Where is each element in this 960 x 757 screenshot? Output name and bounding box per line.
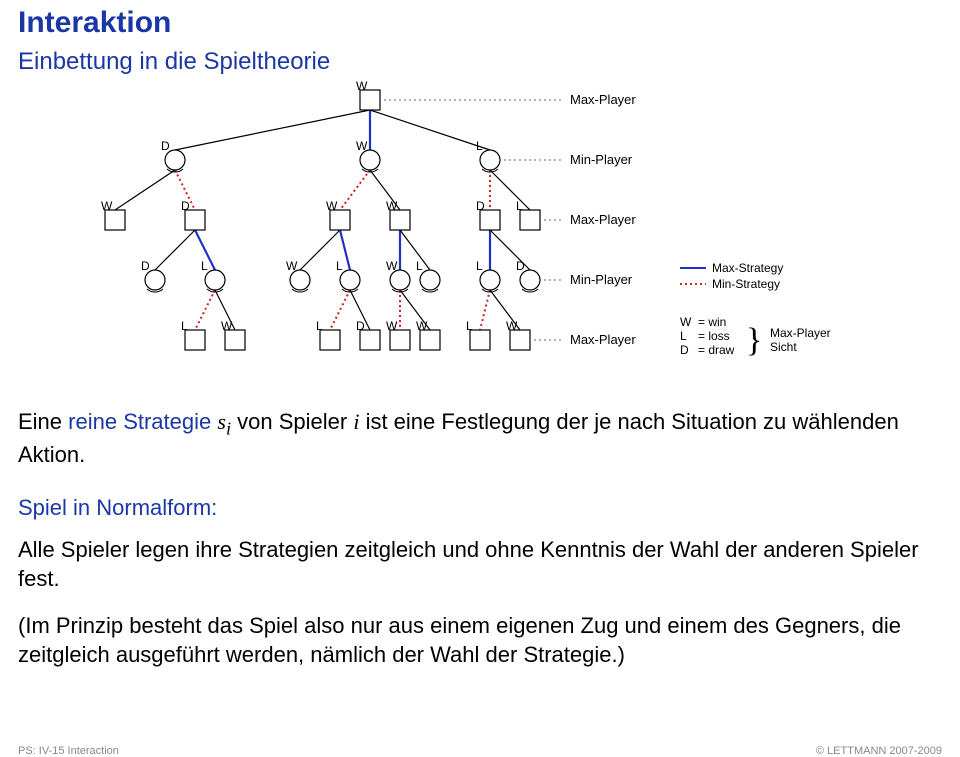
svg-text:L: L bbox=[336, 259, 343, 273]
svg-text:D: D bbox=[141, 259, 150, 273]
svg-text:Max-Player: Max-Player bbox=[570, 332, 636, 347]
svg-text:L: L bbox=[201, 259, 208, 273]
svg-text:D: D bbox=[161, 139, 170, 153]
svg-text:L: L bbox=[181, 319, 188, 333]
svg-text:L: L bbox=[516, 199, 523, 213]
svg-text:W: W bbox=[356, 79, 368, 93]
svg-text:Max-Player: Max-Player bbox=[770, 326, 831, 340]
svg-text:D: D bbox=[356, 319, 365, 333]
paragraph-strategy: Eine reine Strategie si von Spieler i is… bbox=[18, 408, 938, 470]
svg-text:Max-Player: Max-Player bbox=[570, 212, 636, 227]
svg-text:W: W bbox=[221, 319, 233, 333]
svg-text:W: W bbox=[680, 315, 692, 329]
svg-text:D: D bbox=[680, 343, 689, 357]
paragraph-normalform-body: Alle Spieler legen ihre Strategien zeitg… bbox=[18, 536, 938, 593]
svg-text:L: L bbox=[680, 329, 687, 343]
p1-hl: reine Strategie bbox=[68, 409, 211, 434]
svg-text:W: W bbox=[416, 319, 428, 333]
paragraph-parenthesis: (Im Prinzip besteht das Spiel also nur a… bbox=[18, 612, 938, 669]
svg-text:W: W bbox=[506, 319, 518, 333]
paragraph-normalform-head: Spiel in Normalform: bbox=[18, 494, 938, 523]
svg-text:D: D bbox=[476, 199, 485, 213]
game-tree-diagram: Max-Player Min-Player Max-Player Min-Player… bbox=[0, 0, 960, 380]
svg-text:Sicht: Sicht bbox=[770, 340, 797, 354]
svg-text:}: } bbox=[746, 322, 762, 359]
svg-text:L: L bbox=[476, 139, 483, 153]
svg-text:L: L bbox=[416, 259, 423, 273]
svg-text:W: W bbox=[386, 199, 398, 213]
footer-right: © LETTMANN 2007-2009 bbox=[816, 745, 942, 757]
svg-text:Max-Strategy: Max-Strategy bbox=[712, 261, 783, 275]
p1-a: Eine bbox=[18, 409, 68, 434]
svg-text:W: W bbox=[386, 259, 398, 273]
math-s: s bbox=[217, 409, 226, 434]
svg-text:Min-Player: Min-Player bbox=[570, 272, 633, 287]
svg-text:Min-Player: Min-Player bbox=[570, 152, 633, 167]
svg-text:W: W bbox=[386, 319, 398, 333]
svg-text:L: L bbox=[476, 259, 483, 273]
svg-text:L: L bbox=[466, 319, 473, 333]
svg-text:= loss: = loss bbox=[698, 329, 730, 343]
p2-hl: Spiel in Normalform: bbox=[18, 495, 217, 520]
svg-text:W: W bbox=[326, 199, 338, 213]
svg-text:W: W bbox=[286, 259, 298, 273]
svg-text:D: D bbox=[181, 199, 190, 213]
svg-text:L: L bbox=[316, 319, 323, 333]
footer-left: PS: IV-15 Interaction bbox=[18, 745, 119, 757]
p1-b-post: von Spieler bbox=[231, 409, 353, 434]
svg-text:Max-Player: Max-Player bbox=[570, 92, 636, 107]
svg-text:W: W bbox=[101, 199, 113, 213]
svg-text:D: D bbox=[516, 259, 525, 273]
svg-text:= win: = win bbox=[698, 315, 726, 329]
svg-text:Min-Strategy: Min-Strategy bbox=[712, 277, 780, 291]
svg-text:W: W bbox=[356, 139, 368, 153]
svg-text:= draw: = draw bbox=[698, 343, 735, 357]
